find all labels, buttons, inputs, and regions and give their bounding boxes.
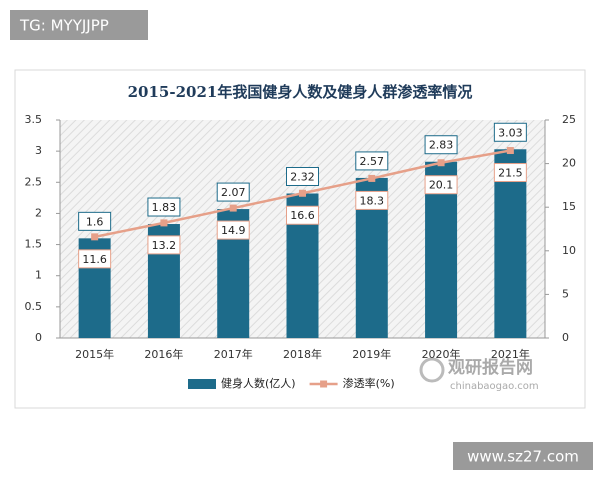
data-label-box [78, 249, 112, 269]
logo: 观研报告网 [447, 357, 533, 378]
data-label-box [286, 205, 319, 225]
x-tick-label: 2015年 [75, 347, 114, 361]
x-tick-label: 2017年 [214, 347, 253, 361]
data-label-box [147, 197, 181, 217]
x-tick-label: 2019年 [352, 347, 391, 361]
data-label-box [216, 220, 250, 240]
data-label: 11.6 [82, 253, 107, 266]
line-marker [506, 147, 514, 155]
watermark-box [453, 442, 593, 470]
data-label-box [78, 211, 112, 231]
y-tick-label: 3 [35, 144, 42, 157]
legend-swatch [320, 380, 328, 388]
data-label-box [147, 235, 181, 255]
y2-tick-label: 15 [562, 200, 576, 213]
legend-label: 渗透率(%) [343, 376, 395, 390]
line-marker [91, 233, 99, 241]
watermark: www.sz27.com [467, 448, 579, 466]
data-label-box [493, 163, 527, 183]
line-marker [368, 174, 376, 182]
data-label: 2.32 [290, 170, 315, 183]
data-label: 20.1 [429, 179, 454, 192]
data-label-box [355, 151, 389, 171]
y2-tick-label: 0 [562, 331, 569, 344]
watermark-box [10, 10, 148, 40]
data-label: 14.9 [221, 224, 246, 237]
y2-tick-label: 10 [562, 244, 576, 257]
line-marker [160, 219, 168, 227]
y-tick-label: 1.5 [25, 238, 43, 251]
line-marker [229, 204, 237, 212]
data-label-box [286, 166, 319, 186]
x-tick-label: 2020年 [422, 347, 461, 361]
logo-icon [419, 357, 445, 383]
data-label: 3.03 [498, 126, 523, 139]
line-marker [437, 159, 445, 167]
y2-tick-label: 5 [562, 287, 569, 300]
y-tick-label: 1 [35, 269, 42, 282]
y-tick-label: 2.5 [25, 175, 43, 188]
logo-url: chinabaogao.com [450, 381, 539, 392]
watermark: TG: MYYJJPP [19, 17, 109, 35]
x-tick-label: 2021年 [491, 347, 530, 361]
data-label: 2.83 [429, 139, 454, 152]
data-label: 2.07 [221, 186, 246, 199]
data-label-box [424, 135, 458, 155]
y-tick-label: 0 [35, 331, 42, 344]
y-tick-label: 2 [35, 206, 42, 219]
legend-label: 健身人数(亿人) [221, 376, 296, 390]
data-label-box [424, 175, 458, 195]
data-label-box [216, 182, 250, 202]
data-label: 1.83 [152, 201, 177, 214]
legend-swatch [188, 379, 216, 389]
y2-tick-label: 25 [562, 113, 576, 126]
data-label-box [355, 190, 389, 210]
data-label-box [493, 122, 527, 142]
data-label: 1.6 [86, 215, 104, 228]
data-label: 18.3 [360, 194, 385, 207]
data-label: 21.5 [498, 167, 523, 180]
data-label: 2.57 [360, 155, 385, 168]
chart-title: 2015-2021年我国健身人数及健身人群渗透率情况 [128, 83, 473, 101]
y2-tick-label: 20 [562, 157, 576, 170]
y-tick-label: 0.5 [25, 300, 43, 313]
x-tick-label: 2018年 [283, 347, 322, 361]
y-tick-label: 3.5 [25, 113, 43, 126]
data-label: 13.2 [152, 239, 177, 252]
line-marker [299, 189, 306, 197]
x-tick-label: 2016年 [144, 347, 183, 361]
data-label: 16.6 [290, 209, 315, 222]
